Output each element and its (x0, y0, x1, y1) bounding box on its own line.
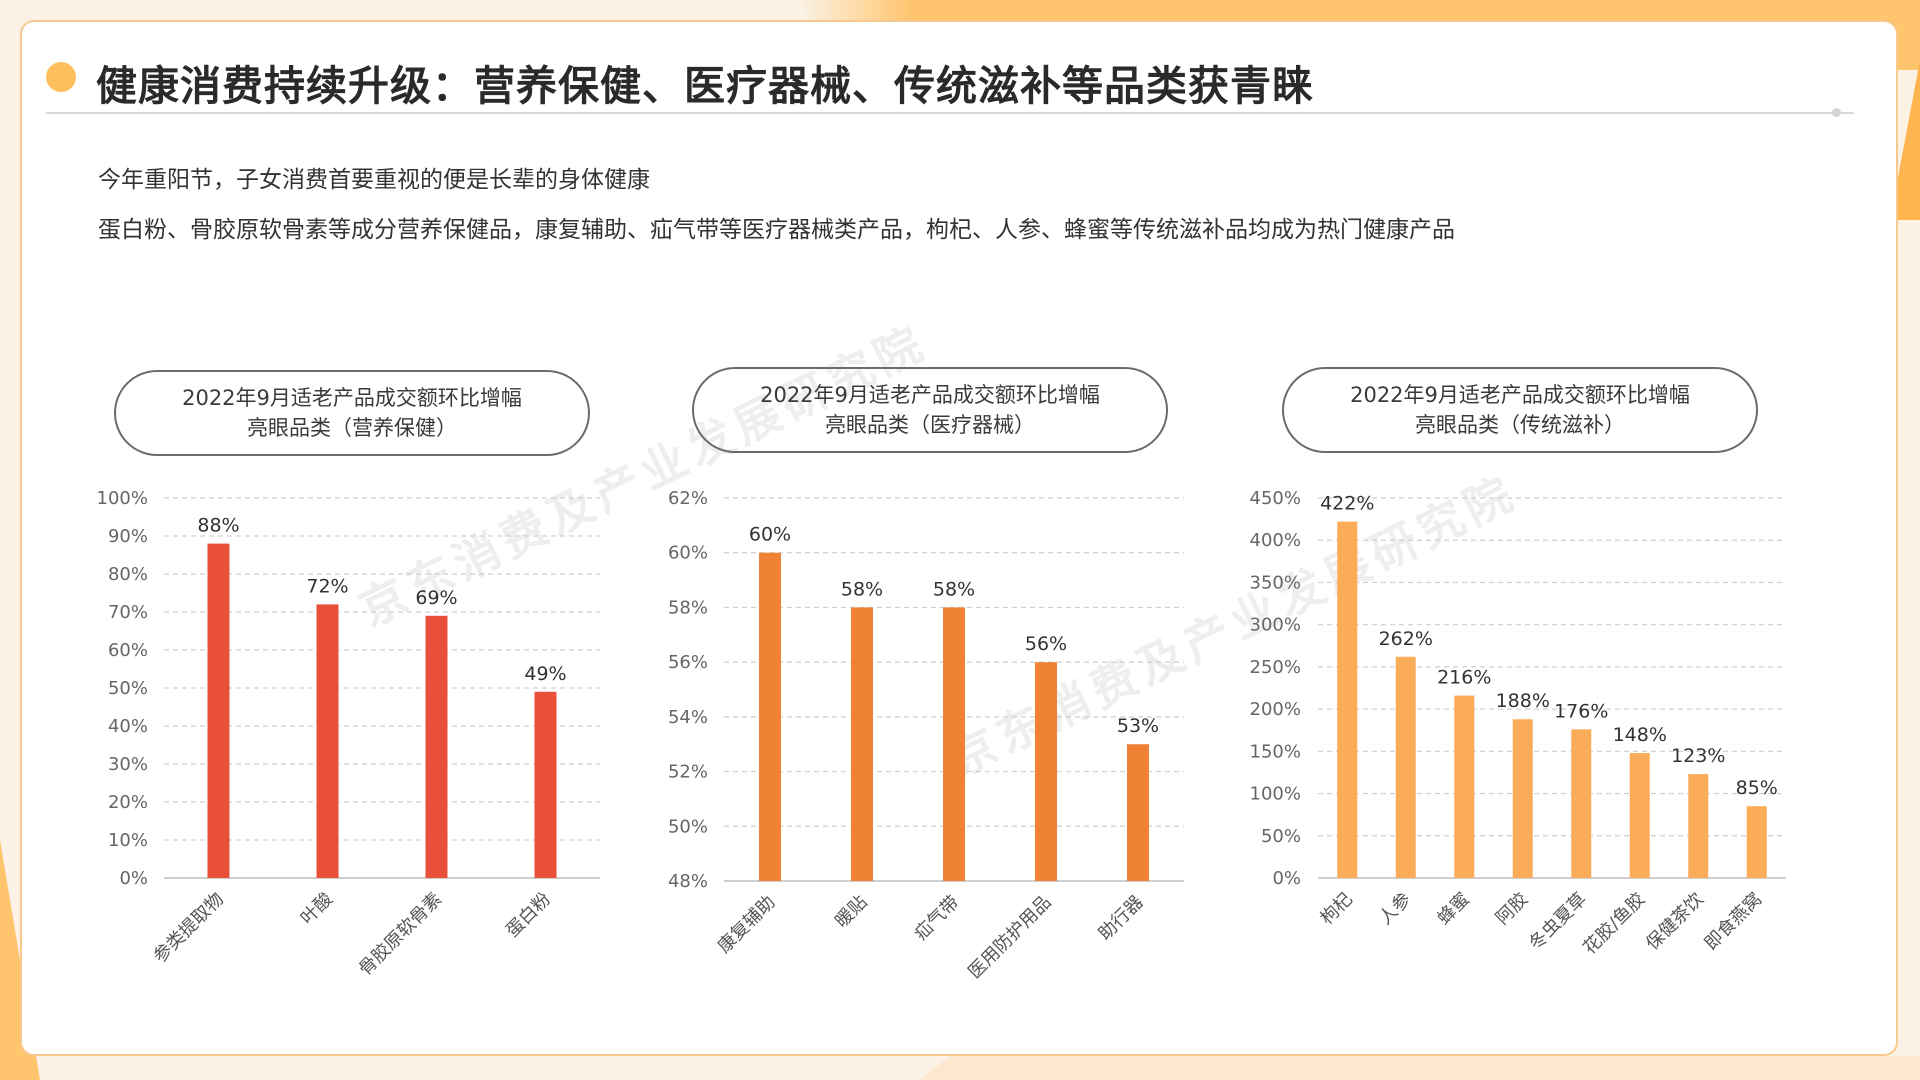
description-line: 蛋白粉、骨胶原软骨素等成分营养保健品，康复辅助、疝气带等医疗器械类产品，枸杞、人… (98, 217, 1455, 243)
data-label: 88% (197, 515, 239, 537)
category-label: 暖贴 (831, 892, 871, 932)
bar (1571, 729, 1592, 878)
category-label: 枸杞 (1316, 889, 1356, 929)
category-label: 助行器 (1095, 892, 1148, 945)
data-label: 58% (933, 578, 975, 600)
category-label: 叶酸 (297, 889, 337, 929)
bar (316, 604, 339, 878)
y-tick-label: 350% (1250, 572, 1301, 593)
y-tick-label: 400% (1250, 530, 1301, 551)
y-tick-label: 250% (1250, 657, 1301, 678)
bar (425, 615, 448, 878)
y-tick-label: 50% (108, 678, 148, 699)
data-label: 60% (749, 524, 791, 546)
bar (207, 543, 230, 878)
data-label: 123% (1671, 745, 1725, 767)
category-label: 蜂蜜 (1433, 889, 1473, 929)
category-label: 骨胶原软骨素 (355, 889, 446, 980)
bar (1337, 521, 1358, 878)
divider-end-dot (1832, 108, 1841, 117)
data-label: 188% (1496, 690, 1550, 712)
category-label: 医用防护用品 (964, 892, 1055, 983)
y-tick-label: 10% (108, 830, 148, 851)
y-tick-label: 150% (1250, 741, 1301, 762)
bar (1127, 744, 1149, 881)
y-tick-label: 0% (1272, 868, 1301, 889)
chart-title-line: 亮眼品类（传统滋补） (1415, 413, 1625, 437)
y-tick-label: 50% (1261, 826, 1301, 847)
bar (759, 552, 781, 881)
y-tick-label: 40% (108, 716, 148, 737)
data-label: 422% (1320, 493, 1374, 515)
category-label: 保健茶饮 (1642, 889, 1708, 955)
data-label: 72% (306, 575, 348, 597)
bar (1688, 774, 1709, 878)
y-tick-label: 54% (668, 707, 708, 728)
bar (1746, 806, 1767, 878)
decor-bottom-band (920, 1056, 1920, 1080)
data-label: 49% (524, 663, 566, 685)
chart-title-traditional: 2022年9月适老产品成交额环比增幅 亮眼品类（传统滋补） (1282, 367, 1758, 453)
chart-title-line: 2022年9月适老产品成交额环比增幅 (1350, 383, 1690, 407)
bar (1395, 656, 1416, 878)
category-label: 人参 (1375, 889, 1415, 929)
y-tick-label: 48% (668, 871, 708, 892)
bar (1035, 662, 1057, 881)
chart-title-medical: 2022年9月适老产品成交额环比增幅 亮眼品类（医疗器械） (692, 367, 1168, 453)
bar (1454, 695, 1475, 878)
category-label: 康复辅助 (714, 892, 780, 958)
data-label: 53% (1117, 715, 1159, 737)
y-tick-label: 200% (1250, 699, 1301, 720)
y-tick-label: 30% (108, 754, 148, 775)
bar (1512, 719, 1533, 878)
category-label: 花胶/鱼胶 (1579, 889, 1649, 959)
y-tick-label: 450% (1250, 488, 1301, 509)
category-label: 蛋白粉 (502, 889, 555, 942)
data-label: 262% (1379, 628, 1433, 650)
category-label: 即食燕窝 (1701, 889, 1767, 955)
data-label: 148% (1613, 724, 1667, 746)
y-tick-label: 20% (108, 792, 148, 813)
category-label: 疝气带 (911, 892, 964, 945)
title-bullet-icon (46, 62, 76, 92)
y-tick-label: 50% (668, 816, 708, 837)
data-label: 85% (1736, 777, 1778, 799)
y-tick-label: 52% (668, 762, 708, 783)
data-label: 69% (415, 587, 457, 609)
bar (534, 691, 557, 878)
chart-title-line: 亮眼品类（营养保健） (247, 416, 457, 440)
data-label: 216% (1437, 667, 1491, 689)
y-tick-label: 300% (1250, 615, 1301, 636)
description-line: 今年重阳节，子女消费首要重视的便是长辈的身体健康 (98, 167, 650, 193)
y-tick-label: 100% (1250, 784, 1301, 805)
y-tick-label: 58% (668, 597, 708, 618)
bar (943, 607, 965, 881)
y-tick-label: 100% (97, 488, 148, 509)
data-label: 176% (1554, 700, 1608, 722)
y-tick-label: 90% (108, 526, 148, 547)
y-tick-label: 70% (108, 602, 148, 623)
y-tick-label: 62% (668, 488, 708, 509)
chart-title-line: 亮眼品类（医疗器械） (825, 413, 1035, 437)
chart-title-line: 2022年9月适老产品成交额环比增幅 (760, 383, 1100, 407)
y-tick-label: 60% (108, 640, 148, 661)
bar (1629, 753, 1650, 878)
y-tick-label: 56% (668, 652, 708, 673)
y-tick-label: 60% (668, 543, 708, 564)
chart-title-nutrition: 2022年9月适老产品成交额环比增幅 亮眼品类（营养保健） (114, 370, 590, 456)
category-label: 阿胶 (1492, 889, 1532, 929)
category-label: 参类提取物 (150, 889, 228, 967)
y-tick-label: 80% (108, 564, 148, 585)
title-divider (46, 112, 1854, 114)
content-card (20, 20, 1898, 1056)
data-label: 58% (841, 578, 883, 600)
y-tick-label: 0% (119, 868, 148, 889)
chart-title-line: 2022年9月适老产品成交额环比增幅 (182, 386, 522, 410)
data-label: 56% (1025, 633, 1067, 655)
bar (851, 607, 873, 881)
page-title: 健康消费持续升级：营养保健、医疗器械、传统滋补等品类获青睐 (96, 62, 1314, 110)
